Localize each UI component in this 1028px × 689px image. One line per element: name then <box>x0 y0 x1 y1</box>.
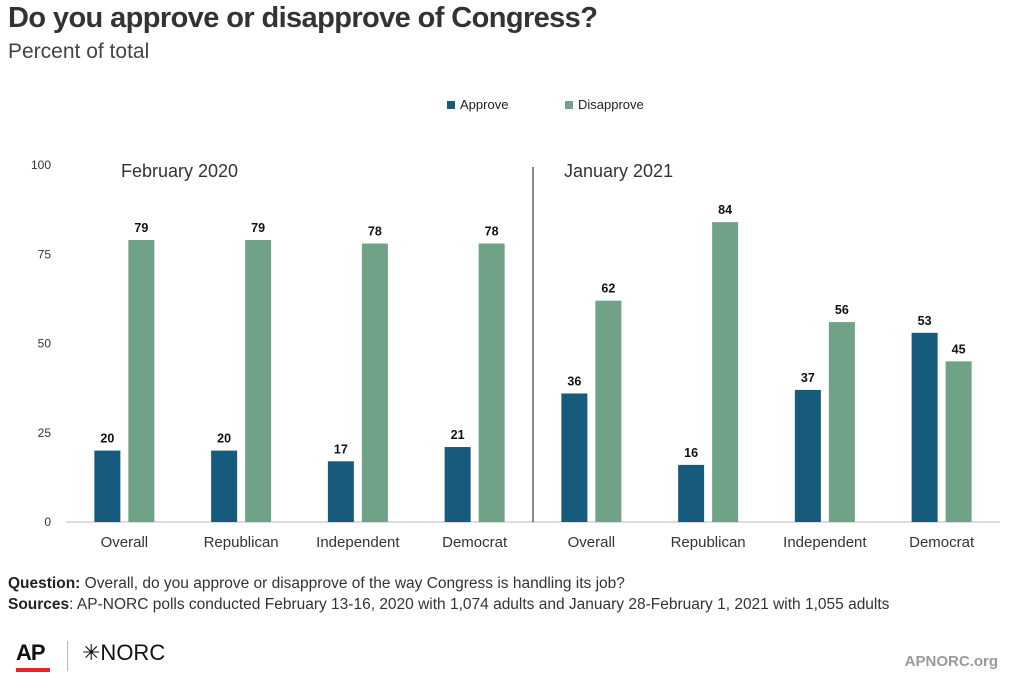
sources-note: Sources: AP-NORC polls conducted Februar… <box>8 596 889 614</box>
data-label-disapprove: 78 <box>485 225 499 239</box>
chart-subtitle: Percent of total <box>8 40 150 63</box>
sources-label: Sources <box>8 596 70 613</box>
bar-disapprove <box>945 361 972 522</box>
y-tick-label-50: 50 <box>38 337 52 351</box>
data-label-approve: 17 <box>334 442 348 456</box>
question-text: Overall, do you approve or disapprove of… <box>80 575 625 592</box>
question-label: Question: <box>8 575 81 592</box>
x-tick-label: Overall <box>568 534 616 551</box>
logo-divider <box>67 641 68 671</box>
x-tick-label: Overall <box>101 534 149 551</box>
panel-label-2: January 2021 <box>564 161 673 181</box>
bar-approve <box>327 461 354 522</box>
data-label-disapprove: 45 <box>952 342 966 356</box>
bar-disapprove <box>128 239 155 522</box>
bar-disapprove <box>595 300 622 522</box>
x-tick-label: Democrat <box>442 534 508 551</box>
data-label-disapprove: 84 <box>718 203 732 217</box>
x-tick-label: Democrat <box>909 534 975 551</box>
data-label-disapprove: 62 <box>601 282 615 296</box>
bar-approve <box>678 464 705 522</box>
apnorc-link[interactable]: APNORC.org <box>904 653 998 670</box>
x-tick-label: Independent <box>783 534 867 551</box>
ap-logo: AP <box>16 640 46 665</box>
legend-swatch-approve <box>447 100 455 109</box>
data-label-approve: 53 <box>918 314 932 328</box>
y-tick-label-25: 25 <box>38 426 52 440</box>
data-label-disapprove: 79 <box>251 221 265 235</box>
bar-approve <box>444 447 471 522</box>
y-tick-label-75: 75 <box>38 247 52 261</box>
bar-approve <box>911 332 938 522</box>
bar-approve <box>94 450 121 522</box>
bar-disapprove <box>478 243 505 523</box>
data-label-disapprove: 79 <box>134 221 148 235</box>
data-label-disapprove: 78 <box>368 225 382 239</box>
ap-logo-underline <box>16 668 50 672</box>
bar-disapprove <box>828 322 855 522</box>
bar-chart: 0 25 50 75 100 February 2020 Overall 20 79 Republ… <box>31 158 1000 551</box>
y-tick-label-100: 100 <box>31 158 51 172</box>
bar-disapprove <box>245 239 272 522</box>
bar-approve <box>794 389 821 522</box>
legend: Approve Disapprove <box>0 97 1028 117</box>
bar-disapprove <box>361 243 388 523</box>
bar-approve <box>561 393 588 522</box>
legend-swatch-disapprove <box>565 100 573 109</box>
panel-label-1: February 2020 <box>121 161 238 181</box>
data-label-approve: 21 <box>451 428 465 442</box>
data-label-approve: 16 <box>684 446 698 460</box>
norc-logo: ✳NORC <box>82 640 166 665</box>
data-label-approve: 37 <box>801 371 815 385</box>
legend-label-disapprove: Disapprove <box>578 97 644 112</box>
legend-item-disapprove: Disapprove <box>565 97 644 112</box>
data-label-approve: 20 <box>217 432 231 446</box>
data-label-approve: 20 <box>100 432 114 446</box>
sources-text: : AP-NORC polls conducted February 13-16… <box>69 596 890 613</box>
data-label-disapprove: 56 <box>835 303 849 317</box>
bar-approve <box>211 450 238 522</box>
legend-label-approve: Approve <box>460 97 509 112</box>
legend-item-approve: Approve <box>447 97 508 112</box>
chart-title: Do you approve or disapprove of Congress… <box>8 2 598 34</box>
x-tick-label: Republican <box>671 534 746 551</box>
data-label-approve: 36 <box>567 374 581 388</box>
bar-disapprove <box>712 222 739 522</box>
question-note: Question: Overall, do you approve or dis… <box>8 575 625 593</box>
x-tick-label: Independent <box>316 534 400 551</box>
x-tick-label: Republican <box>204 534 279 551</box>
y-tick-label-0: 0 <box>44 515 51 529</box>
